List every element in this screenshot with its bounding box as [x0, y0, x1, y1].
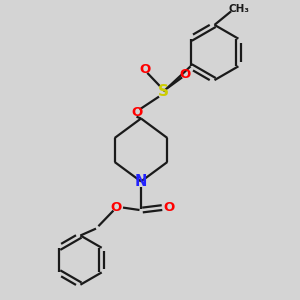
- Text: N: N: [135, 174, 147, 189]
- Text: O: O: [111, 201, 122, 214]
- Text: S: S: [158, 84, 169, 99]
- Text: O: O: [164, 201, 175, 214]
- Text: CH₃: CH₃: [229, 4, 250, 14]
- Text: O: O: [179, 68, 191, 82]
- Text: O: O: [131, 106, 142, 119]
- Text: O: O: [139, 63, 151, 76]
